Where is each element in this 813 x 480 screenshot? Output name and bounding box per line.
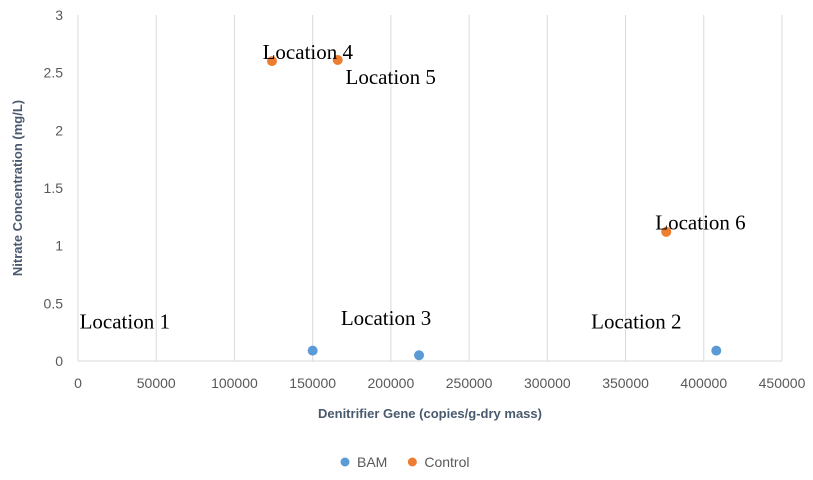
annotation-label: Location 2 (591, 310, 681, 334)
x-axis-title: Denitrifier Gene (copies/g-dry mass) (318, 406, 542, 421)
x-tick-labels: 0 50000 100000 150000 200000 250000 300000 3500… (74, 375, 805, 391)
annotation-label: Location 1 (80, 310, 170, 334)
data-point-bam-1 (307, 345, 318, 356)
y-tick-label: 2.5 (44, 65, 64, 81)
y-tick-label: 1.5 (44, 180, 64, 196)
y-tick-labels: 0 0.5 1 1.5 2 2.5 3 (44, 7, 64, 369)
legend-label-control: Control (424, 454, 469, 470)
annotation-label: Location 3 (341, 306, 431, 330)
data-point-control-2 (332, 54, 343, 65)
x-tick-label: 300000 (524, 375, 571, 391)
x-tick-label: 50000 (137, 375, 176, 391)
legend-label-bam: BAM (357, 454, 387, 470)
y-tick-label: 0 (55, 353, 63, 369)
y-tick-label: 1 (55, 238, 63, 254)
legend-marker-control (407, 457, 417, 467)
x-tick-label: 100000 (211, 375, 258, 391)
annotation-label: Location 6 (655, 211, 745, 235)
annotation-label: Location 4 (263, 40, 354, 64)
x-tick-label: 400000 (680, 375, 727, 391)
x-tick-label: 150000 (289, 375, 336, 391)
data-point-control-3 (661, 226, 672, 237)
annotations: Location 1 Location 3 Location 2 Location 4… (80, 40, 746, 334)
x-tick-label: 0 (74, 375, 82, 391)
x-tick-label: 200000 (368, 375, 415, 391)
y-tick-label: 0.5 (44, 295, 64, 311)
y-tick-label: 2 (55, 122, 63, 138)
legend: BAM Control (340, 454, 469, 470)
data-points (266, 54, 722, 361)
gridlines (77, 15, 783, 362)
annotation-label: Location 5 (346, 65, 436, 89)
x-tick-label: 250000 (446, 375, 493, 391)
legend-marker-bam (340, 457, 350, 467)
y-tick-label: 3 (55, 7, 63, 23)
x-tick-label: 450000 (759, 375, 806, 391)
data-point-control-1 (266, 56, 277, 67)
data-point-bam-2 (414, 350, 425, 361)
y-axis-title: Nitrate Concentration (mg/L) (10, 100, 25, 276)
x-tick-label: 350000 (602, 375, 649, 391)
data-point-bam-3 (711, 345, 722, 356)
